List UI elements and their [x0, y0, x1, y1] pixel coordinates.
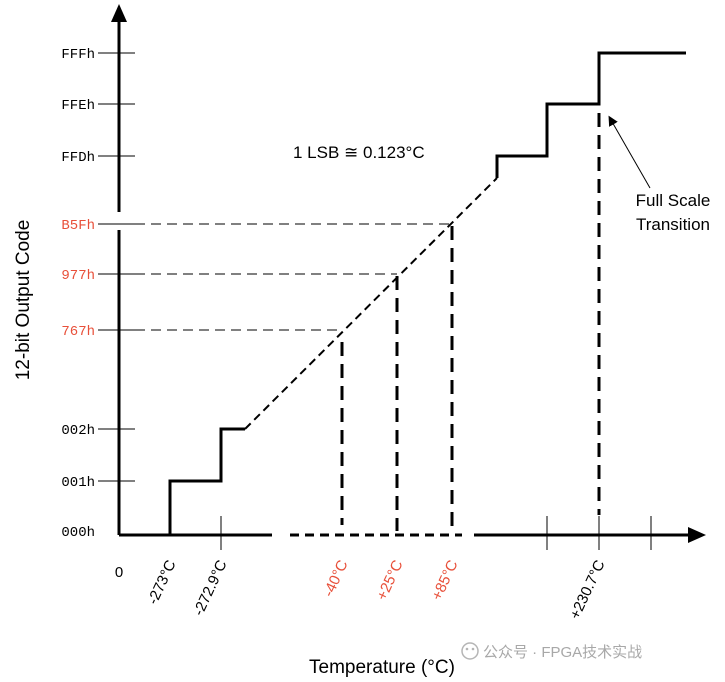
y-axis-arrow-icon [111, 4, 127, 22]
x-tick-label: +85°C [428, 557, 461, 603]
x-tick-label: -272.9°C [190, 557, 231, 618]
y-axis [98, 4, 135, 535]
y-tick-label: FFDh [61, 150, 95, 166]
reference-lines [135, 223, 452, 331]
linear-region-line [244, 177, 498, 430]
x-origin-label: 0 [115, 564, 123, 581]
y-tick-label: B5Fh [61, 218, 95, 234]
temperature-markers [340, 113, 601, 531]
x-tick-label: +230.7°C [567, 557, 609, 622]
x-tick-label: -273°C [144, 557, 179, 607]
y-axis-title: 12-bit Output Code [13, 220, 34, 381]
y-tick-label: 977h [61, 268, 95, 284]
y-tick-label: 002h [61, 423, 95, 439]
full-scale-arrow [608, 115, 651, 189]
watermark: 公众号 · FPGA技术实战 [461, 642, 642, 661]
y-tick-label: 000h [61, 525, 95, 541]
full-scale-label-line2: Transition [636, 215, 710, 234]
transfer-staircase [168, 51, 686, 535]
wechat-icon [461, 642, 479, 660]
y-tick-label: FFFh [61, 47, 95, 63]
y-tick-label: 767h [61, 324, 95, 340]
lsb-annotation: 1 LSB ≅ 0.123°C [293, 143, 425, 162]
x-axis [119, 516, 706, 550]
y-tick-label: FFEh [61, 98, 95, 114]
y-tick-label: 001h [61, 475, 95, 491]
full-scale-label-line1: Full Scale [636, 191, 711, 210]
watermark-text: 公众号 · FPGA技术实战 [483, 644, 642, 661]
x-tick-label: -40°C [320, 557, 352, 599]
x-axis-title: Temperature (°C) [309, 657, 455, 678]
x-axis-arrow-icon [688, 527, 706, 543]
x-tick-label: +25°C [373, 557, 406, 603]
